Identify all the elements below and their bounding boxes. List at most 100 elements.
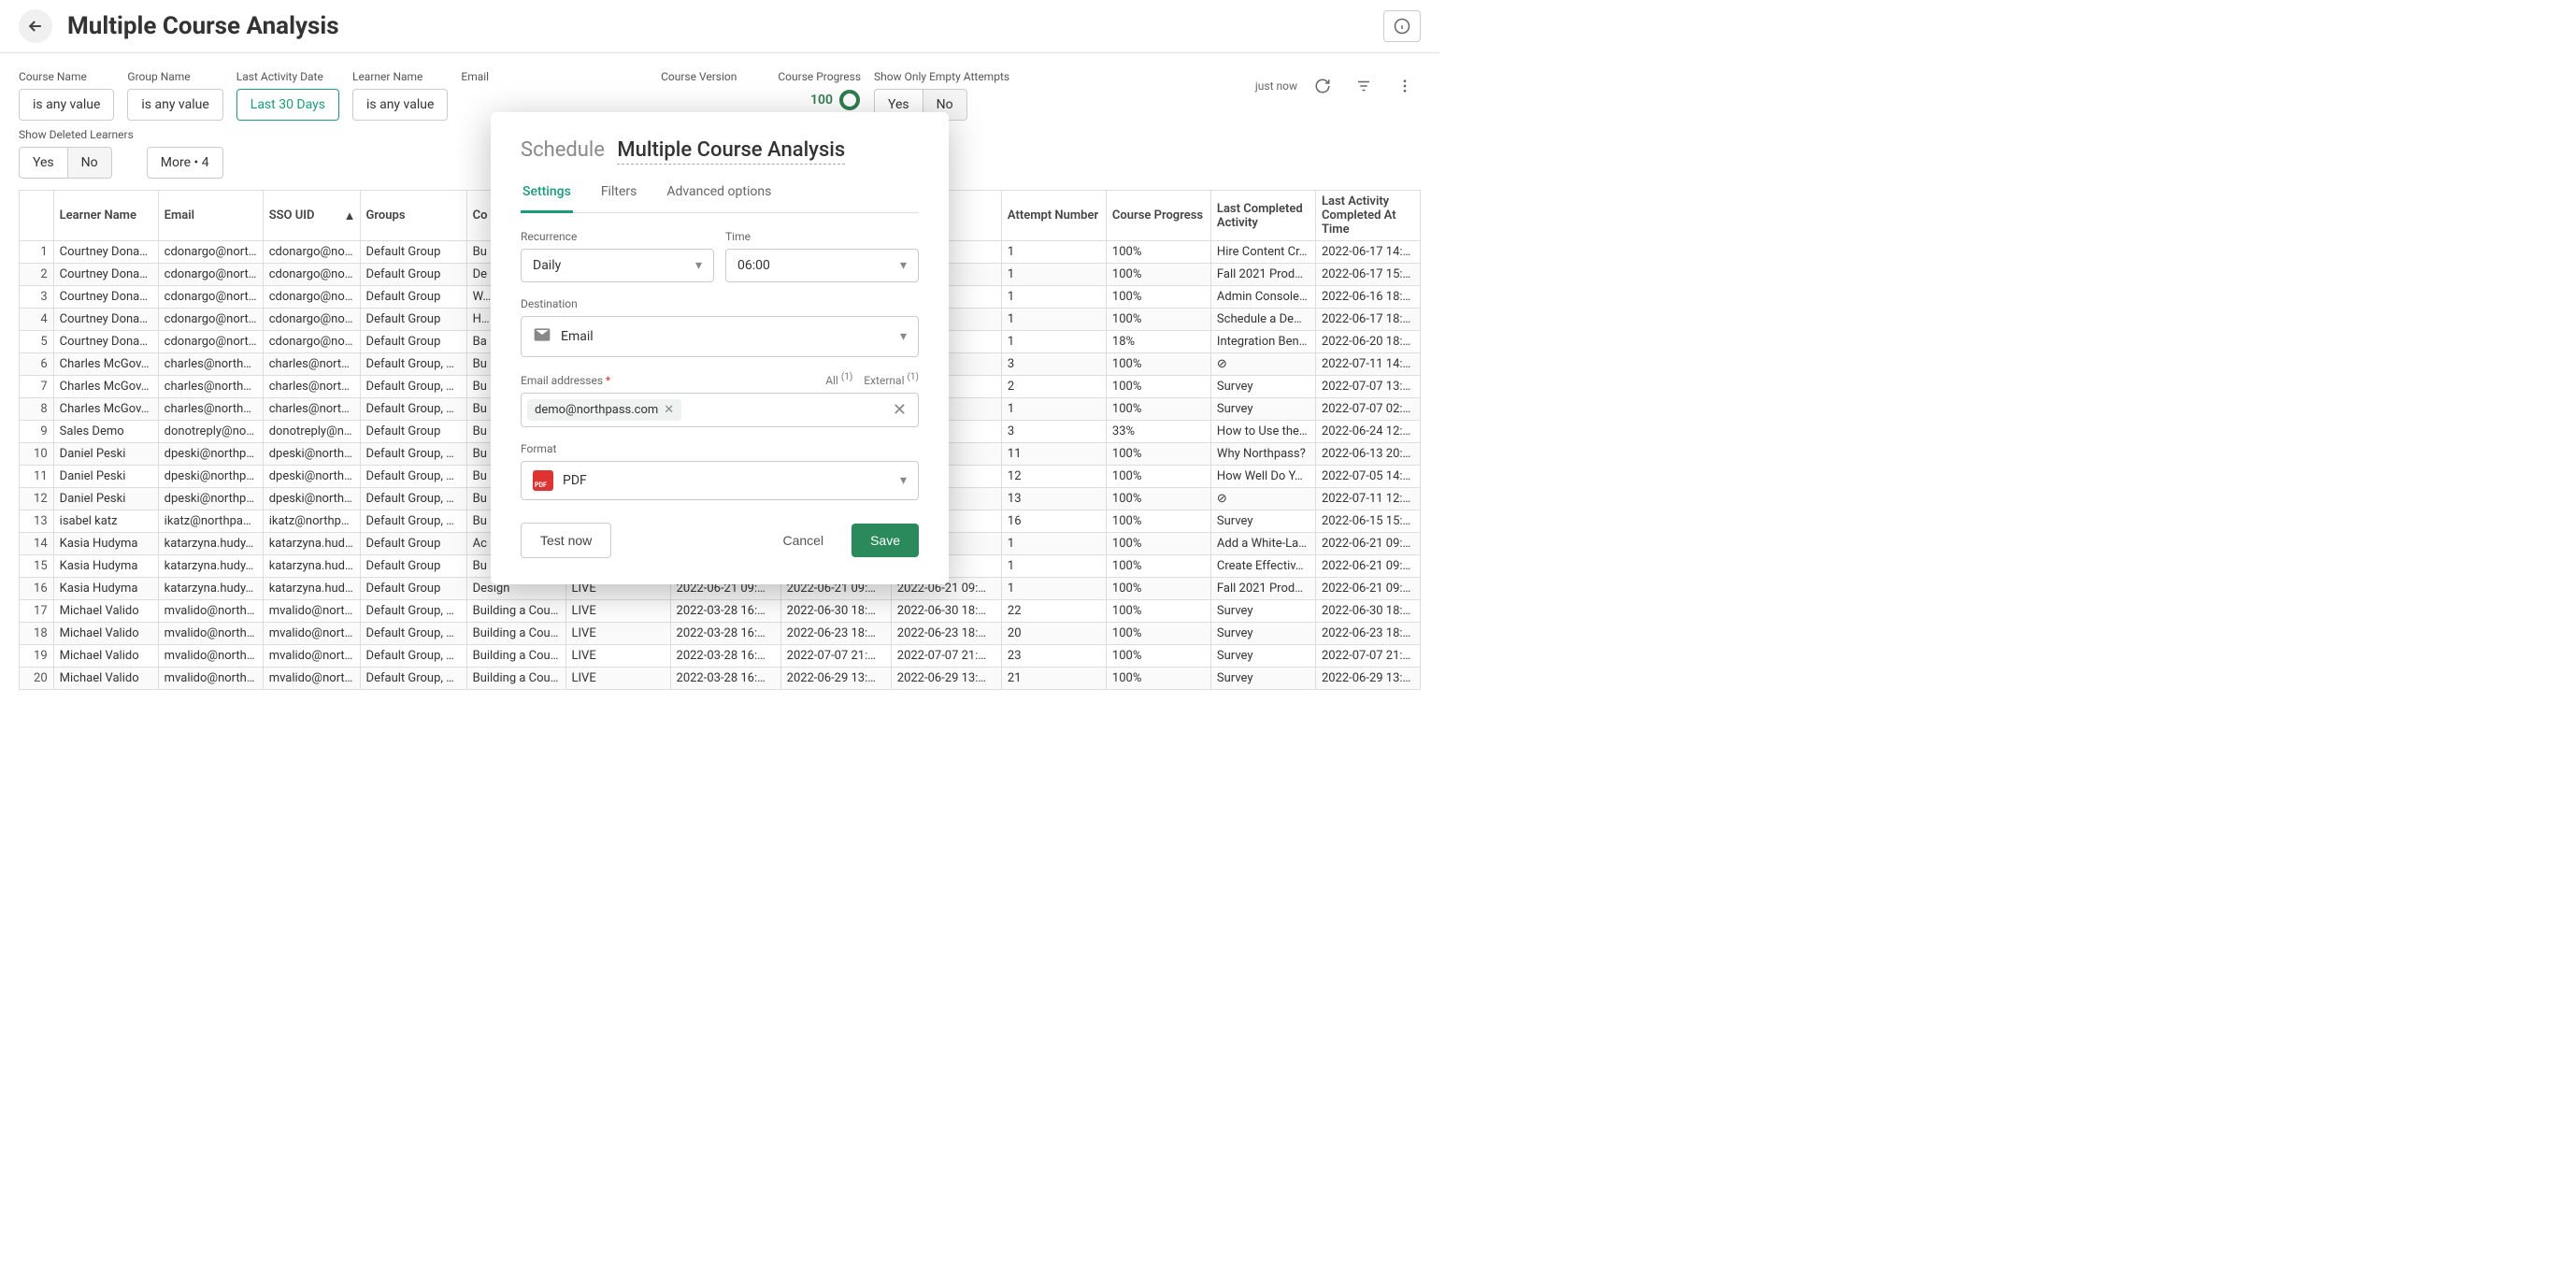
tab-advanced[interactable]: Advanced options <box>665 177 773 212</box>
cell-last-at: 2022-06-16 18:… <box>1315 286 1420 309</box>
cell-progress: 100% <box>1106 533 1210 555</box>
cell-learner-name: Michael Valido <box>53 600 158 623</box>
col-sso-uid[interactable]: SSO UID ▲ <box>263 191 360 241</box>
more-filters-button[interactable]: More • 4 <box>147 147 223 179</box>
filter-chip-group-name[interactable]: is any value <box>127 89 222 121</box>
cell-progress: 100% <box>1106 309 1210 331</box>
cell-index: 5 <box>20 331 54 353</box>
clear-all-icon[interactable]: ✕ <box>887 400 912 420</box>
cell-learner-name: Kasia Hudyma <box>53 555 158 578</box>
cell-groups: Default Group, … <box>360 353 466 376</box>
cell-attempt: 12 <box>1001 466 1106 488</box>
cell-sso: mvalido@north… <box>263 600 360 623</box>
filter-chip-course-name[interactable]: is any value <box>19 89 114 121</box>
cell-sso: cdonargo@nort… <box>263 286 360 309</box>
sort-asc-icon: ▲ <box>344 208 356 223</box>
cell-last-at: 2022-06-24 12:… <box>1315 421 1420 443</box>
cancel-button[interactable]: Cancel <box>764 524 842 557</box>
cell-date3: 2022-07-07 21:… <box>891 645 1001 668</box>
cell-progress: 100% <box>1106 398 1210 421</box>
filter-label-group-name: Group Name <box>127 70 222 83</box>
cell-sso: cdonargo@nort… <box>263 241 360 264</box>
cell-email: katarzyna.hudy… <box>158 533 263 555</box>
refresh-icon <box>1314 78 1331 94</box>
col-last-completed-activity[interactable]: Last Completed Activity <box>1210 191 1315 241</box>
cell-email: donotreply@no… <box>158 421 263 443</box>
format-value: PDF <box>563 473 587 488</box>
cell-progress: 100% <box>1106 264 1210 286</box>
cell-last-at: 2022-07-07 02:… <box>1315 398 1420 421</box>
cell-attempt: 1 <box>1001 533 1106 555</box>
deleted-learners-no[interactable]: No <box>68 147 112 179</box>
cell-progress: 100% <box>1106 578 1210 600</box>
info-button[interactable] <box>1383 10 1421 42</box>
cell-groups: Default Group <box>360 331 466 353</box>
refresh-button[interactable] <box>1307 70 1338 102</box>
all-count: (1) <box>841 372 853 382</box>
cell-email: mvalido@north… <box>158 623 263 645</box>
info-icon <box>1394 18 1410 35</box>
recurrence-select[interactable]: Daily ▾ <box>521 249 714 282</box>
sliders-icon <box>1355 78 1372 94</box>
table-row[interactable]: 17Michael Validomvalido@north…mvalido@no… <box>20 600 1421 623</box>
back-button[interactable] <box>19 9 52 43</box>
email-chip-text: demo@northpass.com <box>535 403 658 417</box>
cell-sso: katarzyna.hudy… <box>263 578 360 600</box>
chevron-down-icon: ▾ <box>900 329 907 344</box>
cell-last-at: 2022-06-17 18:… <box>1315 309 1420 331</box>
test-now-button[interactable]: Test now <box>521 523 611 558</box>
filter-label-learner-name: Learner Name <box>352 70 448 83</box>
remove-chip-icon[interactable]: ✕ <box>664 403 674 417</box>
filter-settings-button[interactable] <box>1348 70 1380 102</box>
time-label: Time <box>725 230 919 243</box>
col-index[interactable] <box>20 191 54 241</box>
cell-groups: Default Group, … <box>360 443 466 466</box>
cell-last-activity: Survey <box>1210 510 1315 533</box>
table-row[interactable]: 18Michael Validomvalido@north…mvalido@no… <box>20 623 1421 645</box>
cell-progress: 100% <box>1106 555 1210 578</box>
col-course-progress[interactable]: Course Progress <box>1106 191 1210 241</box>
format-select[interactable]: PDF ▾ <box>521 461 919 500</box>
external-label[interactable]: External <box>864 374 904 387</box>
deleted-learners-yes[interactable]: Yes <box>19 147 68 179</box>
cell-email: cdonargo@nort… <box>158 286 263 309</box>
all-label[interactable]: All <box>825 374 838 387</box>
tab-filters[interactable]: Filters <box>599 177 639 212</box>
cell-last-activity: How Well Do Y… <box>1210 466 1315 488</box>
cell-groups: Default Group, … <box>360 600 466 623</box>
tab-settings[interactable]: Settings <box>521 177 573 213</box>
cell-progress: 100% <box>1106 443 1210 466</box>
modal-report-name[interactable]: Multiple Course Analysis <box>617 138 845 165</box>
cell-course: Building a Cour… <box>466 623 565 645</box>
cell-last-at: 2022-06-23 18:… <box>1315 623 1420 645</box>
col-last-activity-completed-at[interactable]: Last Activity Completed At Time <box>1315 191 1420 241</box>
col-attempt-number[interactable]: Attempt Number <box>1001 191 1106 241</box>
cell-groups: Default Group, … <box>360 623 466 645</box>
cell-attempt: 1 <box>1001 241 1106 264</box>
cell-index: 18 <box>20 623 54 645</box>
save-button[interactable]: Save <box>852 524 919 557</box>
destination-select[interactable]: Email ▾ <box>521 316 919 357</box>
email-addresses-input[interactable]: demo@northpass.com ✕ ✕ <box>521 393 919 427</box>
gauge-icon <box>838 89 861 111</box>
cell-course: Building a Cour… <box>466 600 565 623</box>
cell-attempt: 1 <box>1001 331 1106 353</box>
filter-chip-learner-name[interactable]: is any value <box>352 89 448 121</box>
cell-date1: 2022-03-28 16:… <box>670 645 780 668</box>
col-learner-name[interactable]: Learner Name <box>53 191 158 241</box>
cell-learner-name: Daniel Peski <box>53 488 158 510</box>
time-select[interactable]: 06:00 ▾ <box>725 249 919 282</box>
col-email[interactable]: Email <box>158 191 263 241</box>
cell-attempt: 1 <box>1001 309 1106 331</box>
table-row[interactable]: 19Michael Validomvalido@north…mvalido@no… <box>20 645 1421 668</box>
cell-learner-name: Courtney Dona… <box>53 264 158 286</box>
cell-learner-name: Charles McGov… <box>53 398 158 421</box>
more-menu-button[interactable] <box>1389 70 1421 102</box>
col-groups[interactable]: Groups <box>360 191 466 241</box>
table-row[interactable]: 20Michael Validomvalido@north…mvalido@no… <box>20 668 1421 690</box>
filter-chip-last-activity-date[interactable]: Last 30 Days <box>236 89 339 121</box>
filter-label-course-progress: Course Progress <box>778 70 861 83</box>
modal-schedule-prefix: Schedule <box>521 138 605 162</box>
filter-label-last-activity-date: Last Activity Date <box>236 70 339 83</box>
recurrence-value: Daily <box>533 258 561 273</box>
